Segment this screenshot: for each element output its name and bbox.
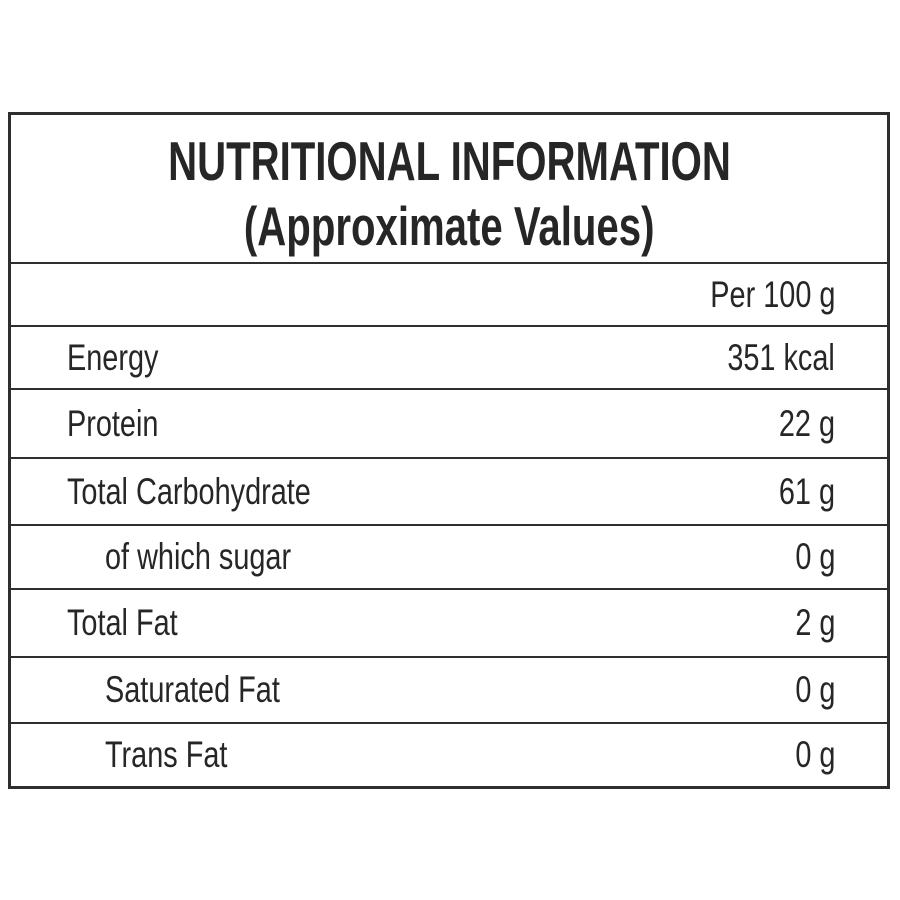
column-header-per-100g: Per 100 g <box>709 273 835 315</box>
nutrient-name: Trans Fat <box>105 734 228 775</box>
table-row: Saturated Fat 0 g <box>11 656 887 722</box>
nutrient-name: of which sugar <box>105 536 292 577</box>
nutrient-value: 22 g <box>778 402 835 444</box>
column-header-row: Per 100 g <box>11 262 887 325</box>
table-row: Energy 351 kcal <box>11 325 887 388</box>
nutrient-name: Saturated Fat <box>105 669 280 710</box>
nutrient-value: 0 g <box>794 536 835 577</box>
nutrient-name: Protein <box>67 402 159 444</box>
nutrition-rows: Per 100 g Energy 351 kcal Protein 22 g T… <box>11 262 887 786</box>
table-row: Total Carbohydrate 61 g <box>11 457 887 524</box>
table-row: of which sugar 0 g <box>11 524 887 588</box>
nutrient-value: 2 g <box>794 602 835 643</box>
table-row: Total Fat 2 g <box>11 588 887 656</box>
nutrient-value: 61 g <box>778 470 835 512</box>
label-title: NUTRITIONAL INFORMATION <box>167 129 731 192</box>
nutrient-value: 351 kcal <box>727 336 835 378</box>
nutrient-name: Energy <box>67 336 159 378</box>
label-title-section: NUTRITIONAL INFORMATION (Approximate Val… <box>11 115 887 262</box>
table-row: Protein 22 g <box>11 388 887 457</box>
table-row: Trans Fat 0 g <box>11 722 887 786</box>
nutrient-value: 0 g <box>794 669 835 710</box>
label-subtitle: (Approximate Values) <box>243 194 655 257</box>
nutrient-name: Total Carbohydrate <box>67 470 311 512</box>
nutrient-value: 0 g <box>794 734 835 775</box>
nutrient-name: Total Fat <box>67 602 178 643</box>
nutrition-label: NUTRITIONAL INFORMATION (Approximate Val… <box>8 112 890 789</box>
